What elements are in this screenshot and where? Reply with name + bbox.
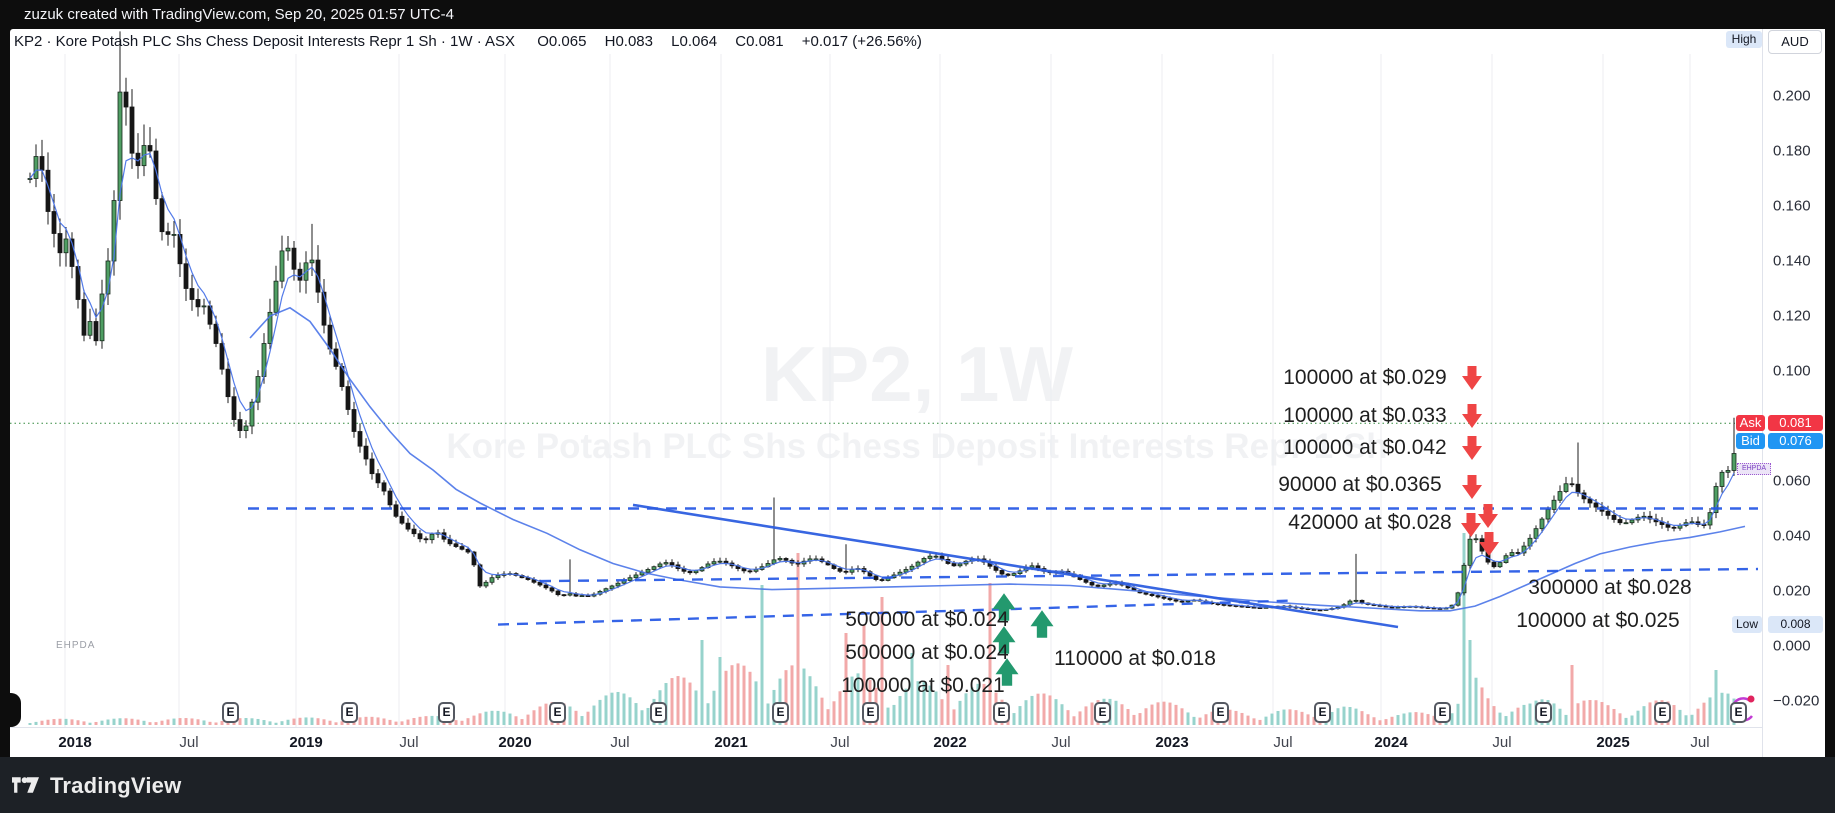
time-tick-jul: Jul [399,734,419,751]
earnings-marker[interactable]: E [650,702,667,723]
attribution-text: zuzuk created with TradingView.com, Sep … [24,6,454,23]
time-tick-year: 2018 [58,734,92,751]
buy-note: 100000 at $0.021 [841,674,1005,697]
price-tick-label: 0.040 [1773,527,1811,545]
earnings-marker[interactable]: E [438,702,455,723]
sell-note: 100000 at $0.029 [1283,366,1447,389]
time-tick-jul: Jul [1492,734,1512,751]
ask-value: 0.081 [1768,415,1823,431]
time-tick-jul: Jul [610,734,630,751]
price-axis[interactable]: 0.200 0.180 0.160 0.140 0.120 0.100 0.060 0.040… [1726,29,1825,757]
symbol-title[interactable]: KP2 · Kore Potash PLC Shs Chess Deposit … [14,33,516,50]
time-tick-jul: Jul [1690,734,1710,751]
earnings-marker[interactable]: E [1434,702,1451,723]
indicator-label-left: EHPDA [56,640,96,651]
time-tick-jul: Jul [179,734,199,751]
price-tick-label: 0.100 [1773,362,1811,380]
time-tick-jul: Jul [1051,734,1071,751]
earnings-marker[interactable]: E [772,702,789,723]
sell-arrow-icon [1462,475,1482,499]
time-tick-year: 2024 [1374,734,1408,751]
earnings-marker[interactable]: E [1314,702,1331,723]
pane-handle[interactable] [2,693,21,727]
sell-note: 100000 at $0.042 [1283,436,1447,459]
high-badge: High [1726,31,1762,48]
sell-note: 420000 at $0.028 [1288,511,1452,534]
ohlc-close: C0.081 [735,33,784,50]
sell-arrow-icon [1462,404,1482,428]
indicator-value-tag: EHPDA [1737,463,1771,475]
time-tick-year: 2022 [933,734,967,751]
buy-arrow-icon [995,658,1019,686]
buy-note: 300000 at $0.028 [1528,576,1692,599]
price-tick-label: 0.000 [1773,637,1811,655]
buy-note: 100000 at $0.025 [1516,609,1680,632]
earnings-marker[interactable]: E [1094,702,1111,723]
bid-label: Bid [1736,433,1765,449]
ohlc-open: O0.065 [537,33,587,50]
earnings-marker[interactable]: E [1654,702,1671,723]
time-tick-year: 2025 [1596,734,1630,751]
symbol-header: KP2 · Kore Potash PLC Shs Chess Deposit … [14,33,936,55]
time-tick-year: 2020 [498,734,532,751]
tradingview-logo-icon[interactable] [12,774,42,796]
earnings-marker[interactable]: E [341,702,358,723]
ohlc-high: H0.083 [604,33,653,50]
sell-arrow-icon [1462,366,1482,390]
ohlc-change: +0.017 (+26.56%) [801,33,922,50]
time-tick-year: 2021 [714,734,748,751]
footer-bar: TradingView [0,757,1835,813]
buy-arrow-icon [992,626,1016,654]
earnings-marker[interactable]: E [1730,702,1747,723]
attribution-bar: zuzuk created with TradingView.com, Sep … [0,0,1835,29]
earnings-marker[interactable]: E [993,702,1010,723]
tradingview-brand-text[interactable]: TradingView [50,773,182,798]
price-tick-label: 0.160 [1773,197,1811,215]
buy-note: 500000 at $0.024 [845,608,1009,631]
price-tick-label: 0.020 [1773,582,1811,600]
earnings-marker[interactable]: E [222,702,239,723]
low-badge: Low [1732,616,1762,633]
ohlc-low: L0.064 [671,33,718,50]
earnings-marker[interactable]: E [1212,702,1229,723]
earnings-marker[interactable]: E [862,702,879,723]
price-tick-label: 0.140 [1773,252,1811,270]
earnings-marker[interactable]: E [549,702,566,723]
price-tick-label: 0.200 [1773,87,1811,105]
ask-label: Ask [1736,415,1765,431]
sell-note: 100000 at $0.033 [1283,404,1447,427]
buy-arrow-icon [1030,610,1054,638]
earnings-marker[interactable]: E [1535,702,1552,723]
time-tick-year: 2023 [1155,734,1189,751]
time-tick-year: 2019 [289,734,323,751]
buy-note: 500000 at $0.024 [845,641,1009,664]
time-tick-jul: Jul [830,734,850,751]
sell-arrow-icon [1462,436,1482,460]
sell-arrow-icon [1479,532,1499,556]
sell-note: 90000 at $0.0365 [1278,473,1442,496]
chart-panel[interactable]: KP2, 1W Kore Potash PLC Shs Chess Deposi… [2,29,1825,758]
time-axis[interactable]: 2018 2019 2020 2021 2022 2023 2024 2025 Jul Jul Ju… [10,702,1824,758]
price-chart-canvas[interactable] [10,29,1824,757]
currency-selector[interactable]: AUD [1768,30,1822,54]
price-tick-label: 0.180 [1773,142,1811,160]
price-tick-label: 0.120 [1773,307,1811,325]
sell-arrow-icon [1461,513,1481,537]
price-tick-label: −0.020 [1773,692,1820,710]
time-tick-jul: Jul [1273,734,1293,751]
low-value: 0.008 [1768,616,1823,633]
buy-arrow-icon [992,593,1016,621]
price-tick-label: 0.060 [1773,472,1811,490]
sell-arrow-icon [1478,504,1498,528]
bid-value: 0.076 [1768,433,1823,449]
buy-note: 110000 at $0.018 [1054,647,1216,670]
